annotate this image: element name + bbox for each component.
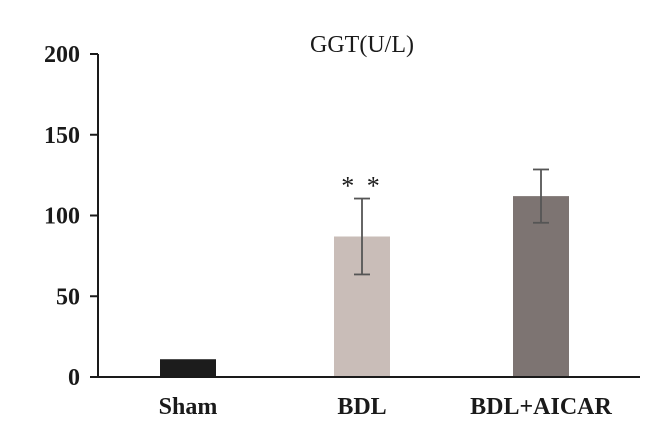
x-category-label: BDL+AICAR [470, 394, 612, 420]
chart-title: GGT(U/L) [310, 32, 414, 58]
y-tick-label: 50 [56, 284, 80, 310]
bar [513, 196, 569, 377]
y-tick-label: 0 [68, 365, 80, 391]
x-category-label: BDL [337, 394, 386, 420]
y-tick-label: 100 [44, 204, 80, 230]
x-axis: Sham BDL BDL+AICAR [98, 376, 640, 420]
bars: * * [160, 168, 569, 377]
significance-annotation: * * [341, 172, 383, 201]
y-tick-label: 200 [44, 42, 80, 68]
y-tick-label: 150 [44, 123, 80, 149]
bar [160, 359, 216, 377]
y-axis: 0 50 100 150 200 [44, 42, 99, 391]
x-category-label: Sham [159, 394, 218, 420]
